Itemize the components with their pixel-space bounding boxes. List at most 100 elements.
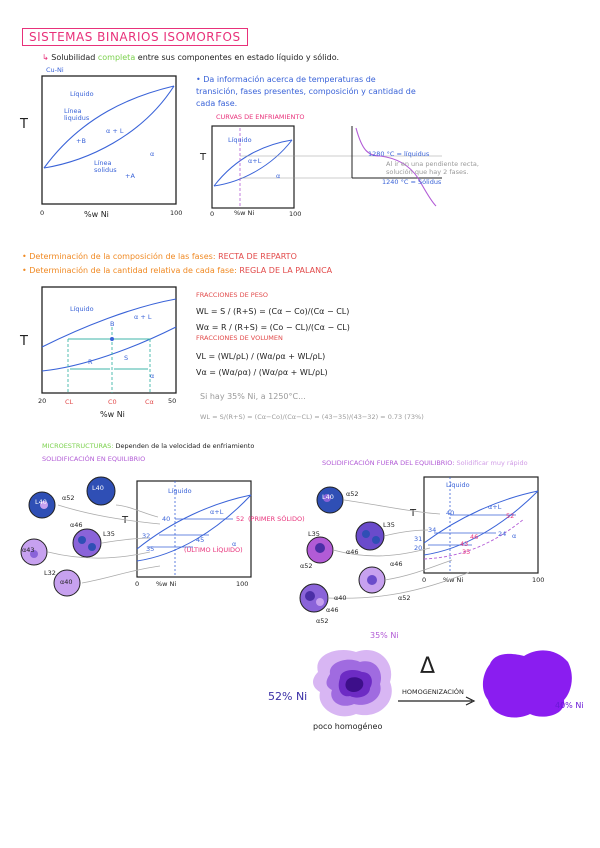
page-title: SISTEMAS BINARIOS ISOMORFOS xyxy=(22,28,248,46)
homog-top: 35% Ni xyxy=(370,631,399,640)
eq-v32: 32 xyxy=(142,532,151,540)
neq-c2a: L35 xyxy=(308,530,320,538)
neq-c4b: α46 xyxy=(326,606,339,614)
subtitle-line: ↳ Solubilidad completa entre sus compone… xyxy=(42,53,339,62)
example-text: Si hay 35% Ni, a 1250°C... xyxy=(200,392,306,401)
neq-v24: 24 xyxy=(498,530,507,538)
cooling-t1: 1280 °C = líquidus xyxy=(368,150,430,158)
eq-c3a: α46 xyxy=(70,521,83,529)
d2-two-phase: α + L xyxy=(134,313,152,321)
bullet-2-text: • Determinación de la cantidad relativa … xyxy=(22,266,237,275)
cooling-t2: 1240 °C = Sólidus xyxy=(382,178,442,186)
neq-c3c: α52 xyxy=(398,594,411,602)
formula-vl: VL = (WL/ρL) / (Wα/ρα + WL/ρL) xyxy=(196,352,326,361)
eq-c5: α40 xyxy=(60,578,73,586)
neq-liquid: Líquido xyxy=(446,481,470,489)
d1-liquidus-line xyxy=(43,85,175,169)
neq-t: T xyxy=(410,508,417,519)
bullet-lever-rule: • Determinación de la cantidad relativa … xyxy=(22,266,332,275)
neq-two-phase: α+L xyxy=(488,503,502,511)
eq-two-phase: α+L xyxy=(210,508,224,516)
neq-v40: 40 xyxy=(446,509,455,517)
neq-sub: Solidificar muy rápido xyxy=(456,459,528,467)
d1-point-a: +A xyxy=(125,172,135,180)
neq-c3b: α46 xyxy=(390,560,403,568)
d1-solidus-line xyxy=(43,85,175,169)
neq-c2b: α46 xyxy=(346,548,359,556)
homog-arrow-label: HOMOGENIZACIÓN xyxy=(402,688,464,696)
d1-liquidus-label: Línea liquidus xyxy=(64,107,90,122)
neq-title: SOLIDIFICACIÓN FUERA DEL EQUILIBRIO: xyxy=(322,459,455,467)
neq-c1b: α52 xyxy=(346,490,359,498)
bullet-tie-line: • Determinación de la composición de las… xyxy=(22,252,297,261)
eq-c4: α43 xyxy=(22,546,35,554)
homog-caption: poco homogéneo xyxy=(313,722,383,731)
d1-two-phase-label: α + L xyxy=(106,127,124,135)
d2-r: R xyxy=(88,358,93,366)
cooling-x-min: 0 xyxy=(210,210,215,218)
cooling-x-axis: %w Ni xyxy=(234,209,255,217)
formula-wl: WL = S / (R+S) = (Cα − Co)/(Cα − CL) xyxy=(196,307,350,316)
homogeneous-grain xyxy=(482,650,572,718)
neq-v46: 46 xyxy=(470,533,479,541)
weight-title: FRACCIONES DE PESO xyxy=(196,291,269,299)
eq-phase-diagram xyxy=(136,480,252,578)
homog-arrow-icon xyxy=(398,696,476,706)
cooling-alpha: α xyxy=(276,172,281,180)
hook-arrow-icon: ↳ xyxy=(42,53,49,62)
d2-y-axis: T xyxy=(20,334,28,349)
neq-v34: 34 xyxy=(428,526,437,534)
eq-v52: 52 xyxy=(236,515,245,523)
d1-y-axis: T xyxy=(20,117,28,132)
cooling-title: CURVAS DE ENFRIAMIENTO xyxy=(216,113,305,121)
d1-x-axis: %w Ni xyxy=(84,210,109,219)
example-calc: WL = S/(R+S) = (Cα−Co)/(Cα−CL) = (43−35)… xyxy=(200,413,424,421)
bullet-1-text: • Determinación de la composición de las… xyxy=(22,252,216,261)
subtitle-complete: completa xyxy=(97,53,136,62)
neq-v31: 31 xyxy=(414,535,423,543)
d1-point-b: +B xyxy=(76,137,86,145)
eq-c3b: L35 xyxy=(103,530,115,538)
homog-left: 52% Ni xyxy=(268,690,308,703)
d1-x-min: 0 xyxy=(40,209,45,217)
d1-alpha-label: α xyxy=(150,150,155,158)
subtitle-rest: entre sus componentes en estado líquido … xyxy=(137,53,339,62)
neq-c1: L40 xyxy=(322,493,334,501)
d2-x-min: 20 xyxy=(38,397,47,405)
neq-alpha: α xyxy=(512,532,517,540)
phase-diagram-2 xyxy=(41,286,177,394)
cooling-note: Al ir en una pendiente recta, solución q… xyxy=(386,160,479,176)
d2-co: C0 xyxy=(108,398,117,406)
formula-wa: Wα = R / (R+S) = (Co − CL)/(Cα − CL) xyxy=(196,323,350,332)
neq-v52: 52 xyxy=(506,512,515,520)
d2-alpha: α xyxy=(150,372,155,380)
eq-title: SOLIDIFICACIÓN EN EQUILIBRIO xyxy=(42,455,146,463)
eq-c1: L40 xyxy=(92,484,104,492)
neq-phase-diagram xyxy=(423,476,539,574)
delta-icon: Δ xyxy=(420,654,436,679)
d1-solidus-label: Línea solidus xyxy=(94,159,117,174)
d2-s: S xyxy=(124,354,129,362)
volume-title: FRACCIONES DE VOLUMEN xyxy=(196,334,283,342)
phase-diagram-1 xyxy=(41,75,177,205)
neq-c2c: α52 xyxy=(300,562,313,570)
cooling-two-phase: α+L xyxy=(248,157,262,165)
neq-c4a: α40 xyxy=(334,594,347,602)
eq-c4b: L32 xyxy=(44,569,56,577)
eq-x-max: 100 xyxy=(236,580,249,588)
eq-alpha: α xyxy=(232,540,237,548)
neq-line: SOLIDIFICACIÓN FUERA DEL EQUILIBRIO: Sol… xyxy=(322,459,528,467)
neq-c3a: L35 xyxy=(383,521,395,529)
eq-x-min: 0 xyxy=(135,580,140,588)
eq-grain-5 xyxy=(53,569,81,597)
d2-ca: Cα xyxy=(145,398,154,406)
system-label: Cu-Ni xyxy=(46,66,64,74)
eq-v40: 40 xyxy=(162,515,171,523)
d2-point-b: B xyxy=(110,320,115,328)
neq-v20: 20 xyxy=(414,544,423,552)
eq-last-liquid: (ÚLTIMO LÍQUIDO) xyxy=(184,546,243,554)
neq-v35: 35 xyxy=(462,548,471,556)
d2-cl: CL xyxy=(65,398,74,406)
info-text: • Da información acerca de temperaturas … xyxy=(196,75,416,108)
